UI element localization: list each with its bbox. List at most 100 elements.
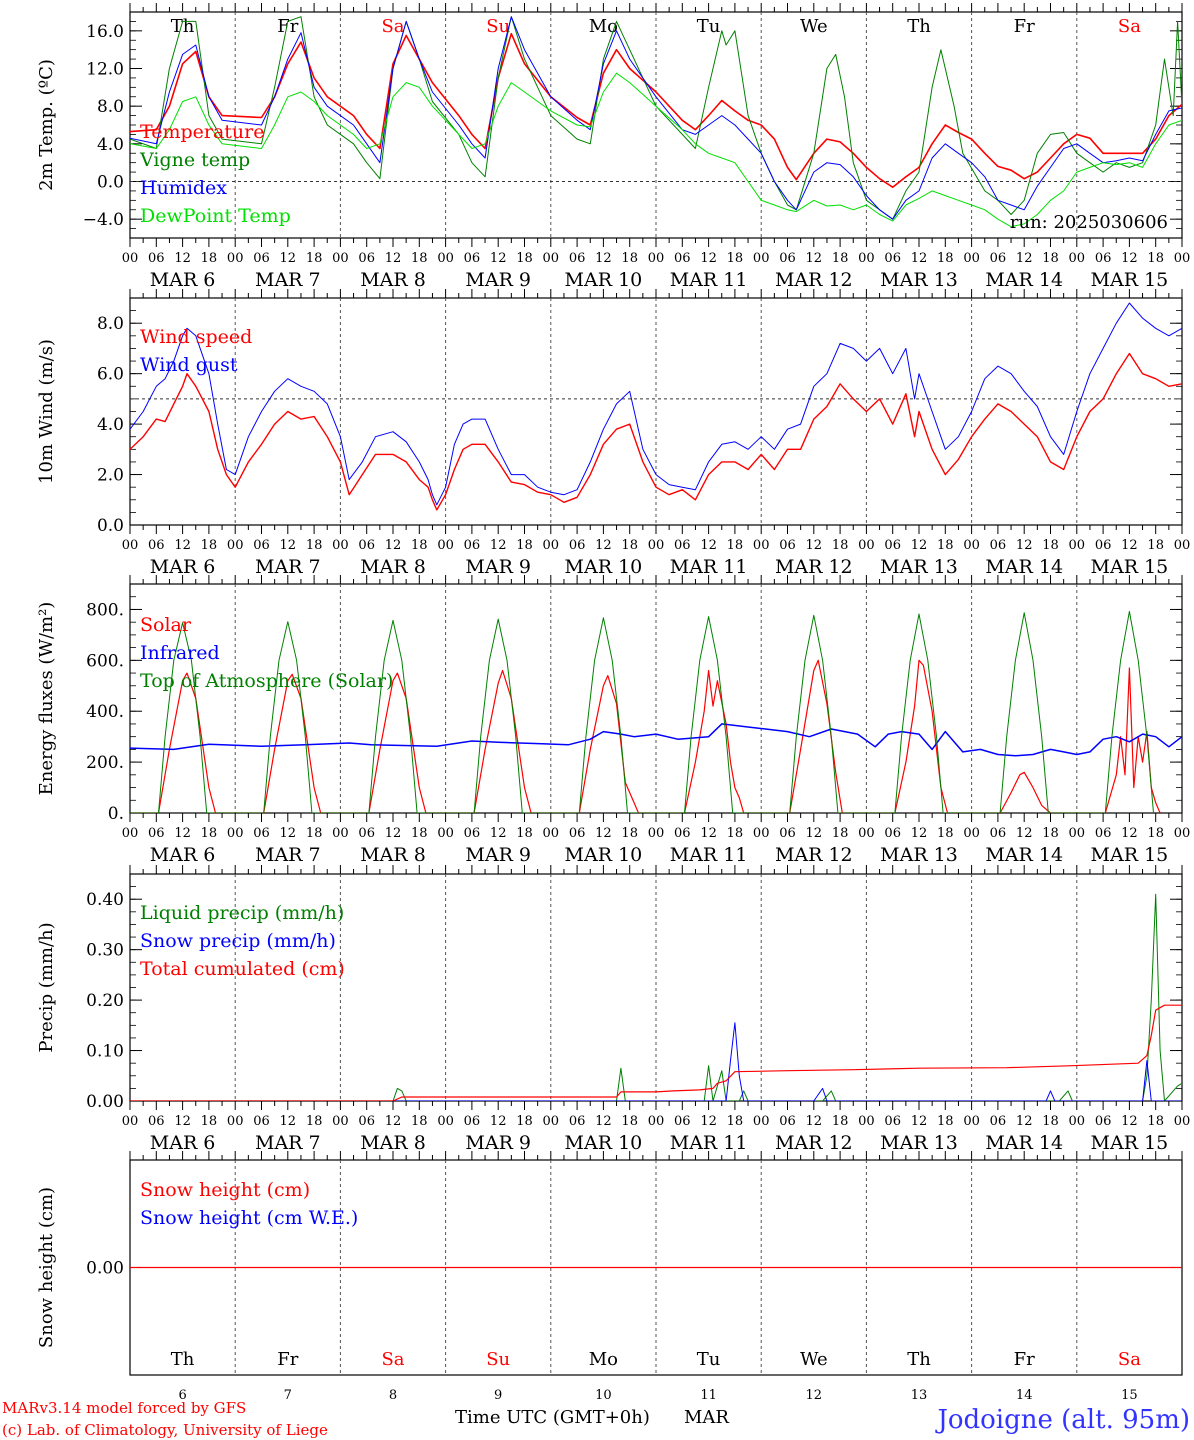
precip-hour-label: 12 (911, 1114, 928, 1129)
precip-hour-label: 00 (437, 1114, 454, 1129)
temperature-date-label: MAR 12 (775, 269, 853, 291)
energy-hour-label: 06 (464, 826, 481, 841)
energy-hour-label: 00 (227, 826, 244, 841)
temperature-series-line (130, 72, 1182, 228)
wind-hour-label: 12 (806, 538, 823, 553)
precip-hour-label: 12 (806, 1114, 823, 1129)
wind-hour-label: 18 (516, 538, 533, 553)
temperature-hour-label: 06 (779, 251, 796, 266)
precip-ytick-label: 0.30 (86, 941, 124, 961)
wind-hour-label: 06 (1095, 538, 1112, 553)
temperature-series-line (130, 32, 1182, 188)
energy-hour-label: 06 (569, 826, 586, 841)
energy-hour-label: 06 (779, 826, 796, 841)
precip-hour-label: 18 (621, 1114, 638, 1129)
precip-hour-label: 12 (174, 1114, 191, 1129)
energy-hour-label: 12 (911, 826, 928, 841)
weekday-label: Fr (277, 16, 298, 37)
temperature-hour-label: 12 (1121, 251, 1138, 266)
precip-date-label: MAR 7 (255, 1132, 321, 1154)
precip-hour-label: 18 (306, 1114, 323, 1129)
precip-ytick-label: 0.10 (86, 1042, 124, 1062)
temperature-ytick-label: 16.0 (86, 22, 124, 42)
snow-legend-entry: Snow height (cm) (140, 1179, 310, 1201)
precip-hour-label: 12 (1016, 1114, 1033, 1129)
energy-legend-entry: Top of Atmosphere (Solar) (140, 670, 393, 692)
date-number-label: 7 (284, 1388, 292, 1403)
wind-hour-label: 06 (990, 538, 1007, 553)
precip-legend-entry: Liquid precip (mm/h) (140, 902, 344, 924)
precip-date-label: MAR 11 (670, 1132, 748, 1154)
precip-hour-label: 18 (1042, 1114, 1059, 1129)
wind-hour-label: 00 (963, 538, 980, 553)
energy-hour-label: 06 (148, 826, 165, 841)
precip-date-label: MAR 13 (880, 1132, 958, 1154)
energy-hour-label: 00 (1069, 826, 1086, 841)
temperature-hour-label: 18 (411, 251, 428, 266)
precip-hour-label: 18 (411, 1114, 428, 1129)
snow-panel: 0.00 Snow height (cm) Th 6 Fr 7 Sa 8 Su 9 Mo 10 Tu 11… (36, 1151, 1183, 1403)
precip-legend-entry: Total cumulated (cm) (140, 958, 345, 980)
temperature-date-label: MAR 11 (670, 269, 748, 291)
precip-hour-label: 00 (227, 1114, 244, 1129)
wind-hour-label: 18 (937, 538, 954, 553)
temperature-ytick-label: 12.0 (86, 60, 124, 80)
energy-hour-label: 18 (832, 826, 849, 841)
temperature-hour-label: 06 (253, 251, 270, 266)
energy-hour-label: 00 (543, 826, 560, 841)
temperature-hour-label: 12 (806, 251, 823, 266)
precip-ytick-label: 0.20 (86, 991, 124, 1011)
precip-hour-label: 06 (779, 1114, 796, 1129)
temperature-hour-label: 00 (648, 251, 665, 266)
precip-ytick-label: 0.40 (86, 890, 124, 910)
precip-hour-label: 06 (358, 1114, 375, 1129)
energy-hour-label: 06 (1095, 826, 1112, 841)
precip-hour-label: 06 (464, 1114, 481, 1129)
wind-hour-label: 12 (700, 538, 717, 553)
precip-hour-label: 06 (148, 1114, 165, 1129)
precip-hour-label: 18 (1147, 1114, 1164, 1129)
temperature-ytick-label: 8.0 (97, 97, 124, 117)
wind-ytick-label: 8.0 (97, 314, 124, 334)
wind-hour-label: 00 (648, 538, 665, 553)
wind-legend-entry: Wind speed (140, 326, 252, 348)
lab-credit: (c) Lab. of Climatology, University of L… (2, 1421, 328, 1439)
energy-ytick-label: 0. (108, 804, 124, 824)
wind-hour-label: 18 (411, 538, 428, 553)
wind-hour-label: 18 (1147, 538, 1164, 553)
temperature-hour-label: 00 (858, 251, 875, 266)
wind-hour-label: 18 (727, 538, 744, 553)
wind-panel: 8.0 6.0 4.0 2.0 0.0 10m Wind (m/s) 00 06 12 18 MAR… (36, 289, 1190, 578)
energy-hour-label: 00 (648, 826, 665, 841)
temperature-ytick-label: 0.0 (97, 173, 124, 193)
temperature-hour-label: 12 (280, 251, 297, 266)
wind-series-group (130, 302, 1182, 511)
date-number-label: 13 (911, 1388, 928, 1403)
precip-date-label: MAR 9 (465, 1132, 531, 1154)
precip-hour-label: 12 (490, 1114, 507, 1129)
precip-date-label: MAR 14 (985, 1132, 1063, 1154)
wind-date-label: MAR 15 (1091, 556, 1169, 578)
weekday-label: Sa (381, 16, 404, 37)
temperature-hour-label: 18 (727, 251, 744, 266)
temperature-hour-label: 00 (753, 251, 770, 266)
precip-hour-label: 00 (963, 1114, 980, 1129)
weekday-label: Sa (1118, 16, 1141, 37)
wind-ytick-label: 2.0 (97, 466, 124, 486)
weekday-label: Sa (381, 1349, 404, 1370)
temperature-hour-label: 06 (1095, 251, 1112, 266)
wind-hour-label: 06 (884, 538, 901, 553)
precip-date-label: MAR 15 (1091, 1132, 1169, 1154)
energy-hour-label: 06 (990, 826, 1007, 841)
temperature-hour-label: 06 (884, 251, 901, 266)
energy-y-axis-label: Energy fluxes (W/m²) (36, 602, 57, 796)
energy-hour-label: 00 (1174, 826, 1191, 841)
wind-hour-label: 12 (595, 538, 612, 553)
energy-hour-label: 12 (1016, 826, 1033, 841)
precip-hour-label: 00 (1174, 1114, 1191, 1129)
temperature-date-label: MAR 9 (465, 269, 531, 291)
wind-ytick-label: 4.0 (97, 415, 124, 435)
precip-hour-label: 06 (884, 1114, 901, 1129)
temperature-hour-label: 18 (937, 251, 954, 266)
temperature-panel: 16.0 12.0 8.0 4.0 0.0 −4.0 2m Temp. (ºC) Th Fr Sa… (36, 3, 1190, 291)
